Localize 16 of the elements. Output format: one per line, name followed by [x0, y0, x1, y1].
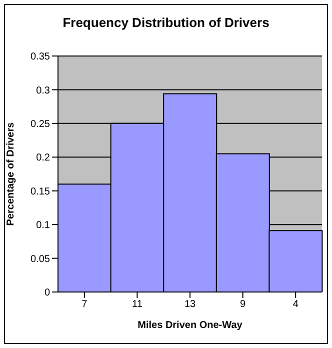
x-tick-label: 7 — [82, 299, 88, 310]
x-tick-label: 9 — [240, 299, 246, 310]
x-tick-label: 4 — [292, 299, 299, 310]
y-tick-label: 0.1 — [36, 220, 50, 232]
y-tick-label: 0.15 — [30, 186, 50, 198]
y-tick-label: 0.25 — [30, 118, 50, 130]
y-tick-label: 0 — [44, 288, 50, 299]
x-tick-label: 13 — [184, 299, 196, 310]
y-tick-label: 0.05 — [30, 254, 50, 265]
y-tick-label: 0.2 — [36, 152, 50, 164]
y-tick-label: 0.35 — [30, 52, 50, 63]
x-tick-label: 11 — [132, 299, 143, 310]
y-axis-title: Percentage of Drivers — [6, 122, 17, 226]
x-axis-title: Miles Driven One-Way — [138, 320, 243, 331]
y-tick-label: 0.3 — [36, 85, 50, 96]
chart-title: Frequency Distribution of Drivers — [62, 15, 270, 30]
